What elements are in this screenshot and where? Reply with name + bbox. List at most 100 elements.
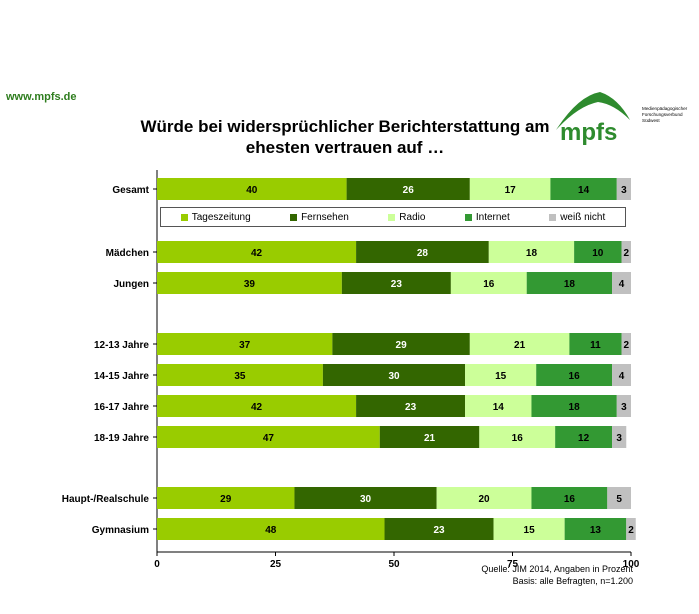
bar-segment bbox=[157, 364, 323, 386]
legend-item: Fernsehen bbox=[290, 212, 349, 223]
bar-segment bbox=[607, 487, 631, 509]
bar-segment bbox=[465, 395, 532, 417]
legend-label: Internet bbox=[475, 211, 510, 223]
data-label: 23 bbox=[405, 402, 417, 413]
data-label: 21 bbox=[514, 340, 526, 351]
category-label: Mädchen bbox=[106, 248, 149, 259]
data-label: 40 bbox=[246, 185, 258, 196]
legend-item: Tageszeitung bbox=[180, 211, 251, 223]
data-label: 47 bbox=[263, 433, 275, 444]
legend-label: Fernsehen bbox=[301, 211, 349, 223]
bar-segment bbox=[621, 333, 631, 355]
x-tick-label: 0 bbox=[154, 559, 160, 570]
data-label: 23 bbox=[433, 525, 445, 536]
source-line-1: Quelle: JIM 2014, Angaben in Prozent bbox=[481, 564, 633, 574]
bar-segment bbox=[157, 487, 295, 509]
data-label: 14 bbox=[493, 402, 505, 413]
bar-segment bbox=[616, 178, 631, 200]
data-label: 20 bbox=[478, 494, 490, 505]
data-label: 2 bbox=[623, 340, 629, 351]
data-label: 17 bbox=[505, 185, 517, 196]
data-label: 21 bbox=[424, 433, 436, 444]
data-label: 16 bbox=[564, 494, 576, 505]
bar-segment bbox=[346, 178, 470, 200]
data-label: 42 bbox=[251, 248, 263, 259]
legend-swatch bbox=[388, 213, 396, 221]
bar-segment bbox=[322, 364, 466, 386]
bar-segment bbox=[469, 333, 570, 355]
bar-segment bbox=[157, 178, 347, 200]
data-label: 3 bbox=[621, 185, 627, 196]
bar-segment bbox=[341, 272, 451, 294]
data-label: 37 bbox=[239, 340, 251, 351]
bar-segment bbox=[332, 333, 470, 355]
bar-segment bbox=[157, 333, 333, 355]
data-label: 18 bbox=[526, 248, 538, 259]
legend-swatch bbox=[549, 213, 557, 221]
bar-segment bbox=[612, 272, 631, 294]
bar-segment bbox=[569, 333, 622, 355]
data-label: 42 bbox=[251, 402, 263, 413]
data-label: 4 bbox=[619, 279, 625, 290]
data-label: 18 bbox=[564, 279, 576, 290]
bar-segment bbox=[564, 518, 627, 540]
x-tick-label: 25 bbox=[270, 559, 282, 570]
data-label: 13 bbox=[590, 525, 602, 536]
data-label: 14 bbox=[578, 185, 590, 196]
bar-segment bbox=[157, 272, 342, 294]
bar-segment bbox=[479, 426, 556, 448]
legend-swatch bbox=[180, 213, 188, 221]
mpfs-logo: mpfs Medienpädagogischer Forschungsverbu… bbox=[556, 92, 688, 146]
category-label: Jungen bbox=[113, 279, 149, 290]
data-label: 12 bbox=[578, 433, 590, 444]
bar-segment bbox=[157, 395, 357, 417]
bar-segment bbox=[555, 426, 613, 448]
bar-segment bbox=[612, 364, 631, 386]
legend-swatch bbox=[290, 213, 298, 221]
category-label: 12-13 Jahre bbox=[94, 340, 149, 351]
data-label: 3 bbox=[616, 433, 622, 444]
data-label: 29 bbox=[220, 494, 232, 505]
bar-segment bbox=[157, 426, 380, 448]
bar-segment bbox=[465, 364, 537, 386]
chart-title-line1: Würde bei widersprüchlicher Berichtersta… bbox=[140, 117, 550, 136]
category-label: 14-15 Jahre bbox=[94, 371, 149, 382]
data-label: 16 bbox=[483, 279, 495, 290]
legend-item: Internet bbox=[464, 211, 510, 223]
chart-title: Würde bei widersprüchlicher Berichtersta… bbox=[120, 116, 570, 158]
bar-segment bbox=[493, 518, 565, 540]
category-label: Haupt-/Realschule bbox=[62, 494, 150, 505]
legend-label: weiß nicht bbox=[560, 211, 606, 223]
category-label: Gymnasium bbox=[92, 525, 149, 536]
bar-segment bbox=[469, 178, 551, 200]
category-label: 18-19 Jahre bbox=[94, 433, 149, 444]
data-label: 30 bbox=[360, 494, 372, 505]
x-tick-label: 75 bbox=[507, 559, 519, 570]
site-url[interactable]: www.mpfs.de bbox=[6, 91, 77, 103]
bar-segment bbox=[356, 395, 466, 417]
category-label: Gesamt bbox=[112, 185, 149, 196]
bar-segment bbox=[384, 518, 494, 540]
data-label: 2 bbox=[623, 248, 629, 259]
legend-item: Radio bbox=[388, 212, 425, 223]
legend-label: Tageszeitung bbox=[191, 211, 251, 223]
data-label: 30 bbox=[388, 371, 400, 382]
x-tick-label: 100 bbox=[623, 559, 640, 570]
bar-segment bbox=[574, 241, 622, 263]
bar-segment bbox=[612, 426, 627, 448]
data-label: 39 bbox=[244, 279, 256, 290]
data-label: 11 bbox=[590, 340, 601, 351]
data-label: 26 bbox=[403, 185, 415, 196]
data-label: 28 bbox=[417, 248, 429, 259]
data-label: 3 bbox=[621, 402, 627, 413]
bar-segment bbox=[526, 272, 613, 294]
data-label: 48 bbox=[265, 525, 277, 536]
source-note: Quelle: JIM 2014, Angaben in Prozent Bas… bbox=[481, 563, 633, 587]
bar-segment bbox=[379, 426, 480, 448]
bar-segment bbox=[536, 364, 613, 386]
source-line-2: Basis: alle Befragten, n=1.200 bbox=[512, 576, 633, 586]
data-label: 10 bbox=[592, 248, 604, 259]
bar-segment bbox=[488, 241, 575, 263]
data-label: 4 bbox=[619, 371, 625, 382]
